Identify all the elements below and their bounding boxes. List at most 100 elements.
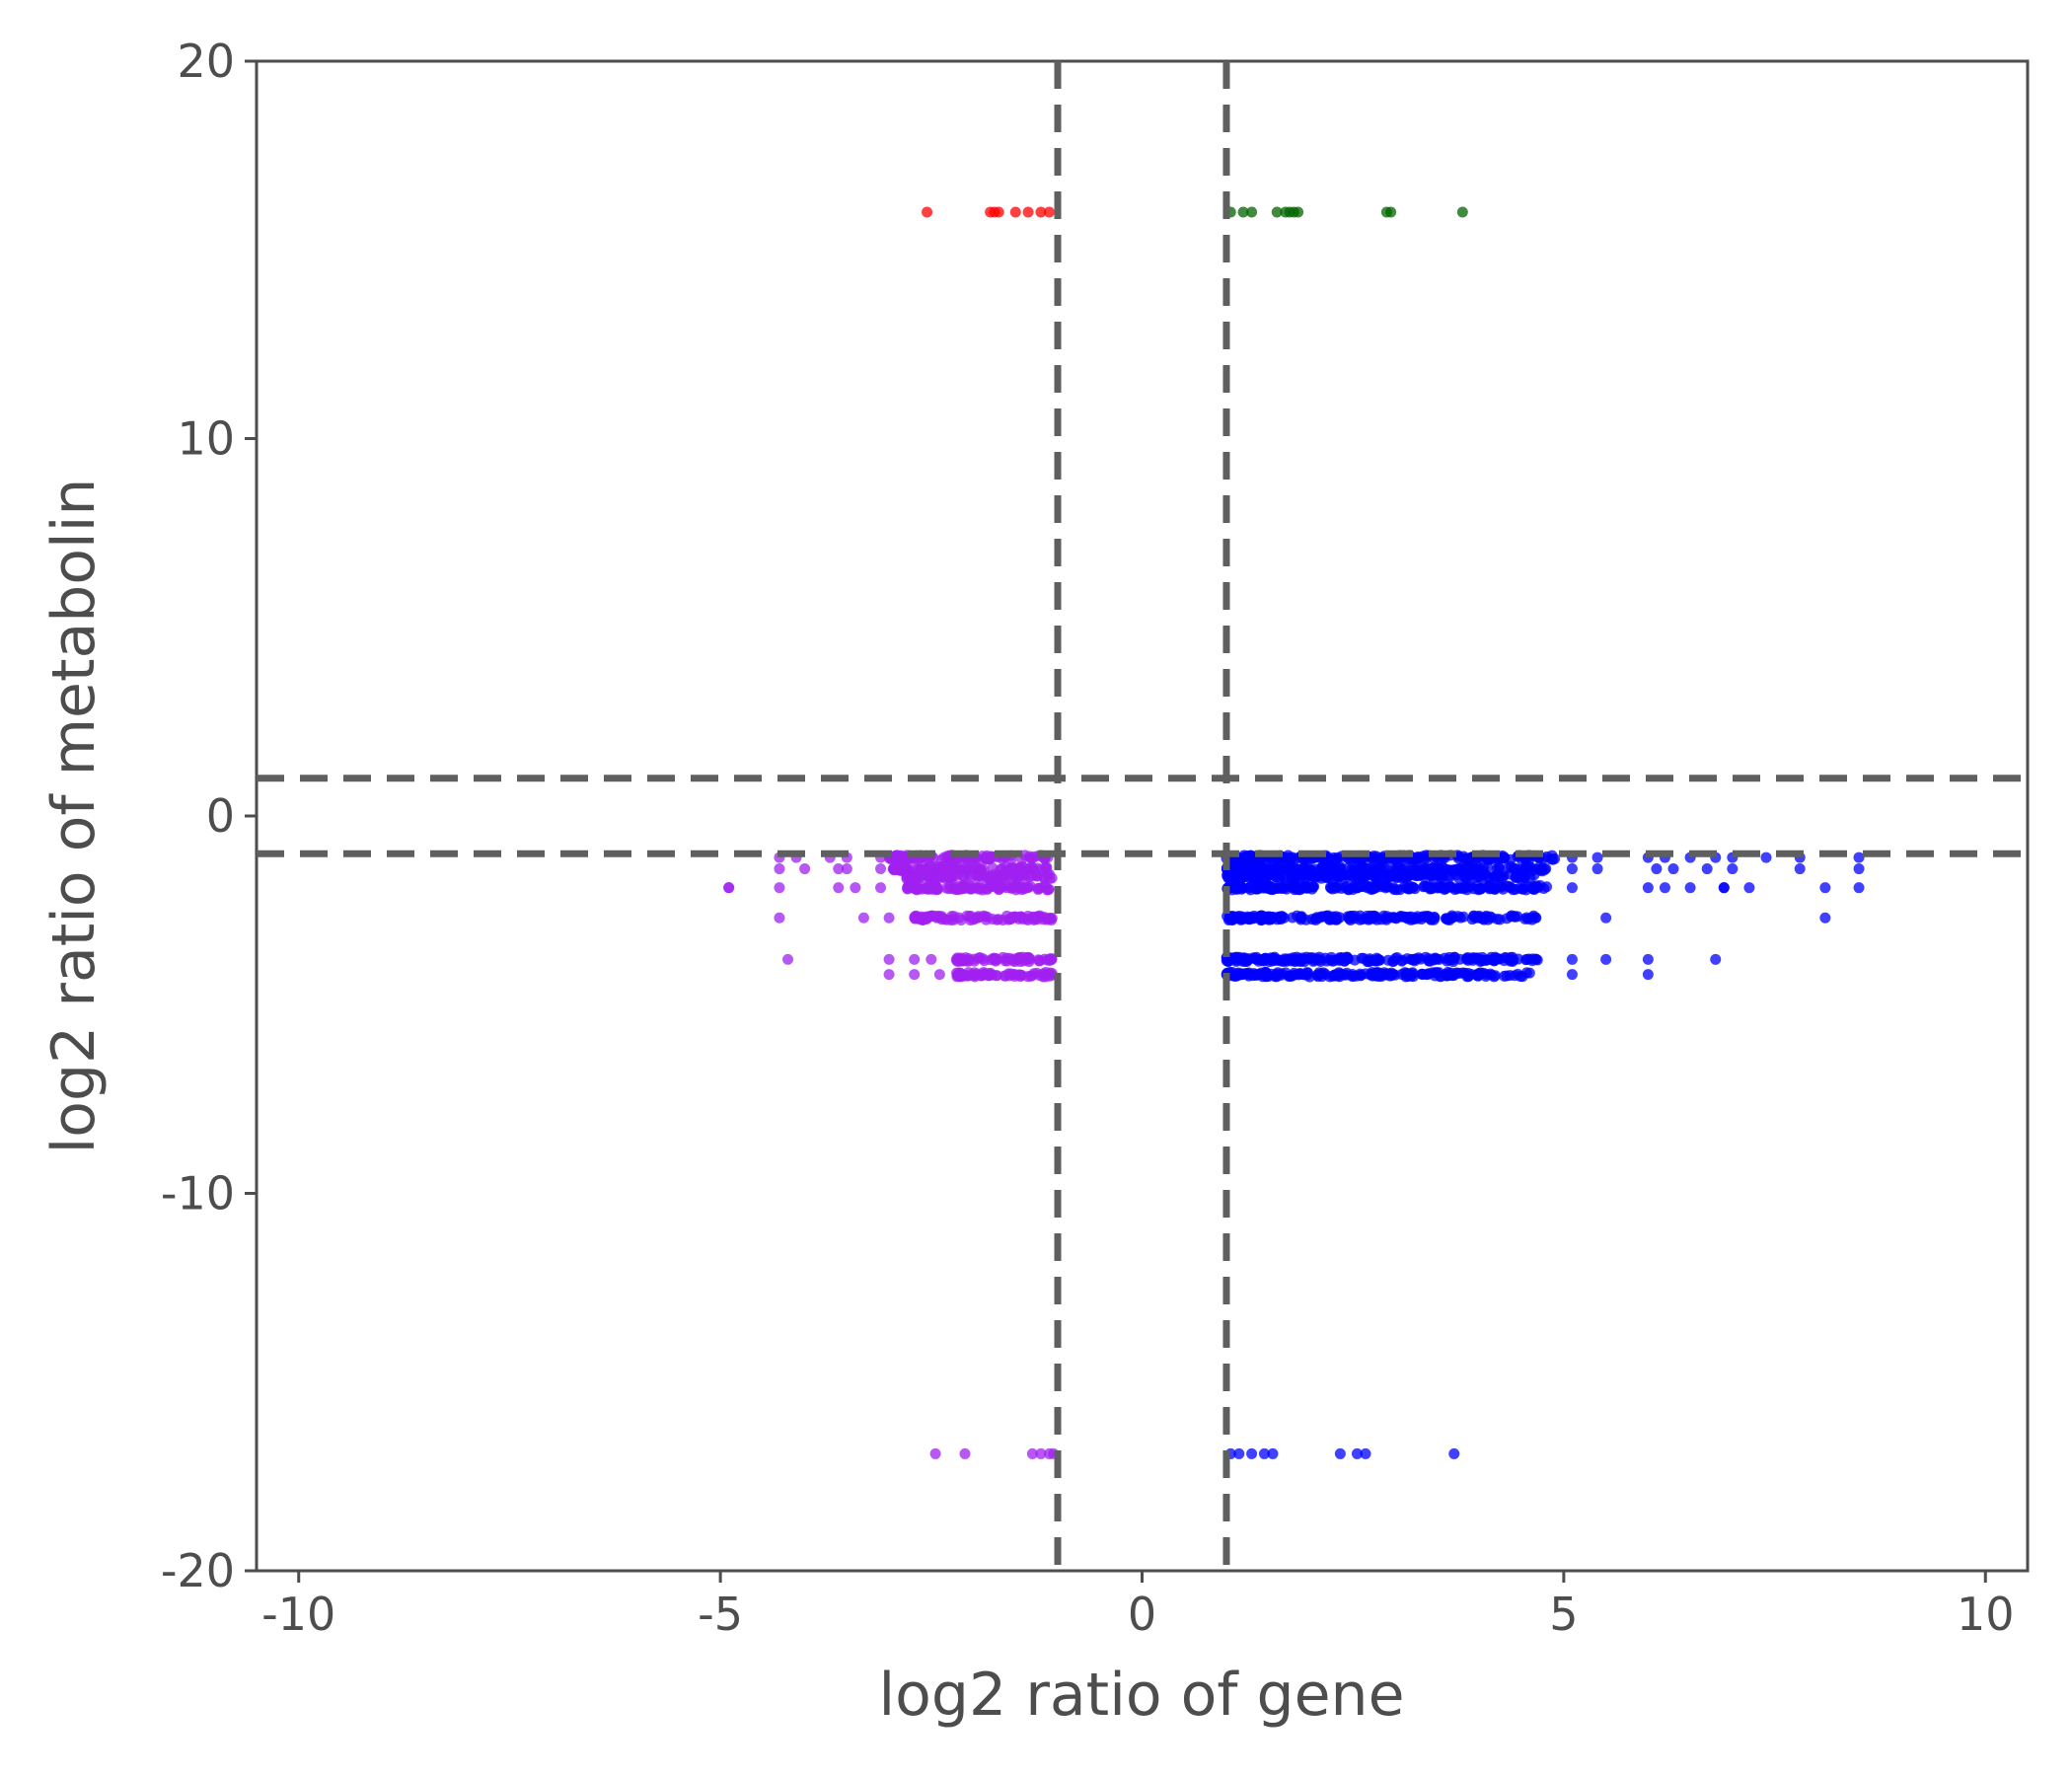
data-point (1518, 871, 1530, 883)
data-point (1421, 969, 1433, 981)
data-point (1488, 971, 1500, 983)
data-point (1271, 882, 1283, 894)
data-point (1494, 870, 1506, 882)
data-point (1368, 911, 1379, 923)
data-point (1022, 206, 1034, 218)
data-point (1591, 863, 1603, 875)
data-point (1000, 872, 1012, 884)
data-point (1024, 880, 1036, 892)
data-point (957, 969, 969, 981)
data-point (1475, 967, 1487, 979)
data-point (1300, 881, 1312, 893)
data-point (1494, 914, 1506, 925)
data-point (1237, 206, 1249, 218)
data-point (1270, 953, 1282, 965)
data-point (833, 882, 845, 894)
data-point (1458, 881, 1470, 893)
data-point (1012, 952, 1024, 964)
data-point (1299, 872, 1311, 884)
data-point (841, 863, 852, 875)
x-tick-label: 0 (1128, 1588, 1156, 1641)
data-point (925, 953, 937, 965)
data-point (1482, 914, 1494, 925)
data-point (1232, 968, 1244, 980)
data-point (1460, 952, 1472, 964)
data-point (1566, 969, 1578, 981)
data-point (1710, 953, 1722, 965)
data-point (951, 868, 963, 880)
data-point (875, 882, 887, 894)
data-point (1505, 911, 1517, 923)
series-2 (723, 850, 1060, 1459)
data-point (959, 861, 971, 873)
data-point (944, 880, 956, 892)
data-point (1024, 970, 1036, 982)
data-point (1032, 954, 1044, 966)
data-point (1727, 863, 1739, 875)
data-point (1033, 970, 1045, 982)
data-point (883, 969, 895, 981)
data-point (1456, 206, 1468, 218)
data-point (1351, 970, 1363, 982)
data-point (1483, 880, 1495, 892)
data-point (774, 882, 785, 894)
data-point (1290, 869, 1301, 881)
data-point (1315, 872, 1327, 884)
data-point (1381, 969, 1393, 981)
data-point (1642, 953, 1654, 965)
y-axis-title: log2 ratio of metabolin (39, 479, 109, 1154)
data-point (927, 910, 939, 922)
data-point (1409, 955, 1421, 967)
data-point (1407, 881, 1419, 893)
data-point (1271, 206, 1283, 218)
data-point (1043, 868, 1055, 880)
data-point (1684, 882, 1696, 894)
data-point (1392, 869, 1404, 881)
data-point (1760, 851, 1772, 863)
axis-ticks: -10 -5 0 5 10 20 10 0 -10 -20 (161, 35, 2015, 1641)
data-point (1354, 914, 1366, 925)
data-point (1566, 882, 1578, 894)
data-point (979, 955, 991, 967)
data-point (1351, 1447, 1363, 1459)
data-point (1026, 1447, 1038, 1459)
data-point (883, 912, 895, 924)
data-point (1522, 861, 1534, 873)
data-point (1436, 880, 1447, 892)
x-tick-label: -5 (698, 1588, 743, 1641)
data-point (1718, 882, 1730, 894)
data-point (984, 853, 996, 865)
scatter-points (723, 206, 1865, 1459)
data-point (1303, 952, 1315, 964)
data-point (1258, 1447, 1270, 1459)
data-point (1819, 912, 1831, 924)
data-point (952, 955, 964, 967)
data-point (974, 869, 986, 881)
data-point (1448, 951, 1460, 963)
data-point (1566, 863, 1578, 875)
data-point (1462, 967, 1474, 979)
data-point (933, 969, 945, 981)
data-point (1417, 911, 1429, 923)
data-point (1241, 954, 1253, 966)
data-point (1009, 206, 1021, 218)
data-point (1227, 869, 1239, 881)
y-tick-label: -10 (161, 1167, 235, 1221)
data-point (1302, 967, 1314, 979)
data-point (1246, 206, 1258, 218)
data-point (1396, 954, 1408, 966)
data-point (1345, 915, 1357, 926)
data-point (1479, 954, 1491, 966)
data-point (774, 863, 785, 875)
data-point (1263, 911, 1275, 923)
data-point (1332, 970, 1344, 982)
y-tick-label: 20 (177, 35, 235, 88)
y-tick-label: 10 (177, 412, 235, 466)
data-point (1430, 953, 1442, 965)
data-point (1260, 952, 1272, 964)
data-point (1246, 1447, 1258, 1459)
data-point (1819, 882, 1831, 894)
data-point (875, 863, 887, 875)
data-point (1255, 967, 1267, 979)
data-point (909, 953, 921, 965)
